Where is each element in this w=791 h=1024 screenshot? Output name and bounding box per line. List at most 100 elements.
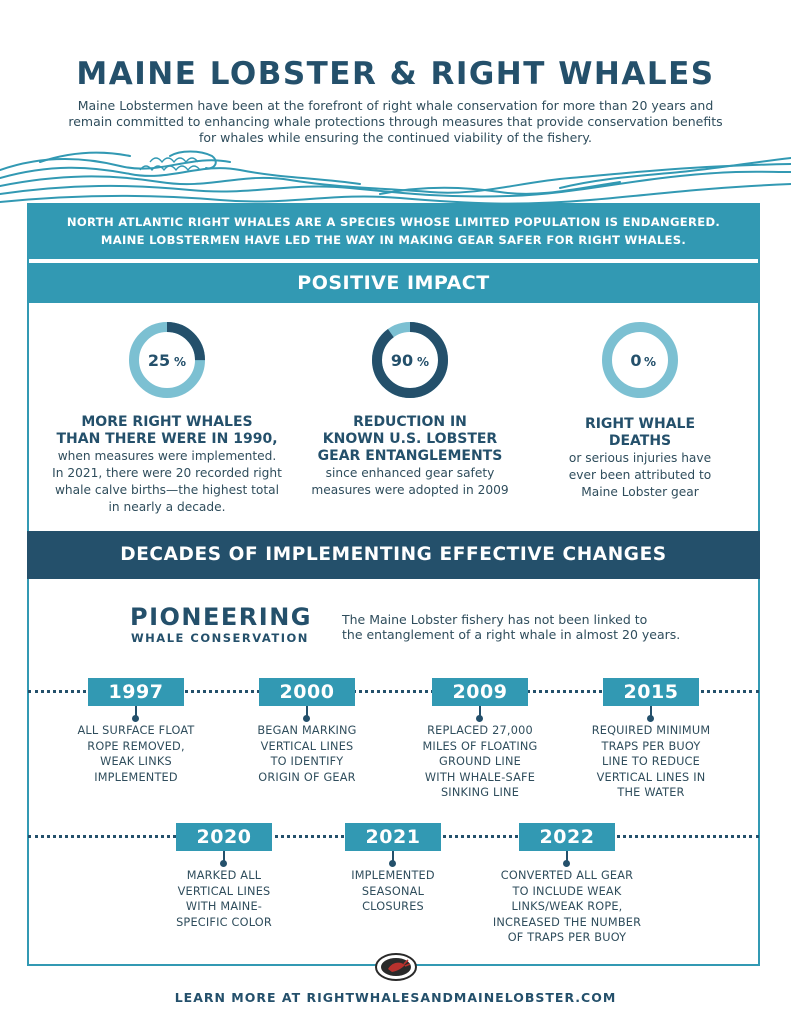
timeline-node xyxy=(389,860,396,867)
event-line: ROPE REMOVED, xyxy=(87,739,185,753)
stat-head-line: KNOWN U.S. LOBSTER xyxy=(322,431,498,447)
event-line: BEGAN MARKING xyxy=(257,724,357,737)
pioneering-description: The Maine Lobster fishery has not been l… xyxy=(342,612,722,642)
wave-illustration xyxy=(0,150,791,205)
footer-link-text: LEARN MORE AT RIGHTWHALESANDMAINELOBSTER… xyxy=(174,990,617,1005)
stat-body-line: In 2021, there were 20 recorded right xyxy=(52,466,282,480)
event-line: ALL SURFACE FLOAT xyxy=(77,724,195,737)
stat-head-line: GEAR ENTANGLEMENTS xyxy=(317,448,503,464)
timeline-entry-2009: 2009 xyxy=(432,678,528,722)
timeline-entry-2015: 2015 xyxy=(603,678,699,722)
timeline-node xyxy=(303,715,310,722)
timeline-event-2021: IMPLEMENTED SEASONAL CLOSURES xyxy=(313,868,473,915)
pioneering-subtitle: WHALE CONSERVATION xyxy=(131,631,309,645)
stat-body-line: since enhanced gear safety xyxy=(325,466,495,480)
event-line: CLOSURES xyxy=(362,900,424,913)
year-badge: 2000 xyxy=(259,678,355,706)
stat-head-line: THAN THERE WERE IN 1990, xyxy=(56,431,278,447)
event-line: CONVERTED ALL GEAR xyxy=(500,869,634,882)
progress-ring: 0 % xyxy=(602,322,678,398)
timeline-node xyxy=(647,715,654,722)
stat-unit: % xyxy=(174,355,186,369)
endangered-banner: NORTH ATLANTIC RIGHT WHALES ARE A SPECIE… xyxy=(27,203,760,259)
pioneering-description-line: the entanglement of a right whale in alm… xyxy=(342,627,681,642)
timeline-entry-2000: 2000 xyxy=(259,678,355,722)
event-line: IMPLEMENTED xyxy=(94,770,178,784)
stat-value: 0 xyxy=(630,351,641,370)
event-line: SEASONAL xyxy=(361,884,425,898)
event-line: WEAK LINKS xyxy=(100,755,172,768)
timeline-entry-2020: 2020 xyxy=(176,823,272,867)
event-line: LINKS/WEAK ROPE, xyxy=(511,900,623,913)
timeline-stem xyxy=(135,706,137,718)
year-badge: 2022 xyxy=(519,823,615,851)
timeline-entry-1997: 1997 xyxy=(88,678,184,722)
event-line: TO INCLUDE WEAK xyxy=(512,884,622,898)
event-line: ORIGIN OF GEAR xyxy=(258,770,356,784)
timeline-node xyxy=(220,860,227,867)
event-line: IMPLEMENTED xyxy=(351,869,435,882)
progress-ring: 25 % xyxy=(129,322,205,398)
stat-whale-deaths: 0 % RIGHT WHALE DEATHS or serious injuri… xyxy=(530,318,750,501)
event-line: OF TRAPS PER BUOY xyxy=(507,931,627,944)
timeline-event-2009: REPLACED 27,000 MILES OF FLOATING GROUND… xyxy=(400,723,560,801)
stat-value: 25 xyxy=(148,351,170,370)
timeline-entry-2022: 2022 xyxy=(519,823,615,867)
event-line: VERTICAL LINES xyxy=(260,739,354,753)
stat-body-line: measures were adopted in 2009 xyxy=(311,483,509,497)
stat-body-line: when measures were implemented. xyxy=(57,449,277,463)
event-line: VERTICAL LINES IN xyxy=(596,770,706,784)
stat-value: 90 xyxy=(391,351,413,370)
timeline-stem xyxy=(392,851,394,863)
timeline-stem xyxy=(223,851,225,863)
timeline-node xyxy=(132,715,139,722)
event-line: TRAPS PER BUOY xyxy=(601,739,701,753)
event-line: SINKING LINE xyxy=(440,786,520,799)
event-line: MARKED ALL xyxy=(186,869,262,882)
decades-heading: DECADES OF IMPLEMENTING EFFECTIVE CHANGE… xyxy=(27,531,760,579)
timeline-dotted-line xyxy=(28,690,759,693)
timeline-stem xyxy=(650,706,652,718)
stat-head-line: REDUCTION IN xyxy=(353,414,467,430)
timeline-event-1997: ALL SURFACE FLOAT ROPE REMOVED, WEAK LIN… xyxy=(56,723,216,785)
event-line: SPECIFIC COLOR xyxy=(176,915,272,929)
event-line: WITH WHALE-SAFE xyxy=(424,770,536,784)
stat-body-line: whale calve births—the highest total xyxy=(54,483,280,497)
timeline-event-2000: BEGAN MARKING VERTICAL LINES TO IDENTIFY… xyxy=(227,723,387,785)
timeline-node xyxy=(563,860,570,867)
timeline-entry-2021: 2021 xyxy=(345,823,441,867)
intro-paragraph: Maine Lobstermen have been at the forefr… xyxy=(68,98,723,145)
pioneering-title: PIONEERING xyxy=(130,603,312,631)
event-line: MILES OF FLOATING xyxy=(422,739,538,753)
event-line: LINE TO REDUCE xyxy=(602,755,700,768)
stat-head-line: MORE RIGHT WHALES xyxy=(81,414,253,430)
timeline-event-2022: CONVERTED ALL GEAR TO INCLUDE WEAK LINKS… xyxy=(474,868,660,946)
progress-ring: 90 % xyxy=(372,322,448,398)
maine-lobster-logo xyxy=(375,953,417,981)
positive-impact-heading: POSITIVE IMPACT xyxy=(27,263,760,303)
stat-unit: % xyxy=(644,355,656,369)
timeline-node xyxy=(476,715,483,722)
stat-body-line: or serious injuries have xyxy=(568,451,712,465)
year-badge: 2015 xyxy=(603,678,699,706)
stat-unit: % xyxy=(417,355,429,369)
timeline-stem xyxy=(566,851,568,863)
event-line: THE WATER xyxy=(617,786,685,799)
event-line: TO IDENTIFY xyxy=(270,755,344,768)
event-line: REQUIRED MINIMUM xyxy=(591,724,711,737)
stat-body-line: ever been attributed to xyxy=(568,468,712,482)
stat-body-line: Maine Lobster gear xyxy=(581,485,699,499)
timeline-event-2020: MARKED ALL VERTICAL LINES WITH MAINE- SP… xyxy=(144,868,304,930)
stat-body-line: in nearly a decade. xyxy=(108,500,226,514)
timeline-event-2015: REQUIRED MINIMUM TRAPS PER BUOY LINE TO … xyxy=(569,723,733,801)
event-line: REPLACED 27,000 xyxy=(427,724,533,737)
year-badge: 2020 xyxy=(176,823,272,851)
event-line: WITH MAINE- xyxy=(185,900,263,913)
event-line: GROUND LINE xyxy=(439,755,521,768)
year-badge: 1997 xyxy=(88,678,184,706)
year-badge: 2009 xyxy=(432,678,528,706)
banner-line-2: MAINE LOBSTERMEN HAVE LED THE WAY IN MAK… xyxy=(100,233,687,247)
timeline-stem xyxy=(479,706,481,718)
page-title: MAINE LOBSTER & RIGHT WHALES xyxy=(76,56,715,92)
stat-more-whales: 25 % MORE RIGHT WHALES THAN THERE WERE I… xyxy=(42,318,292,516)
